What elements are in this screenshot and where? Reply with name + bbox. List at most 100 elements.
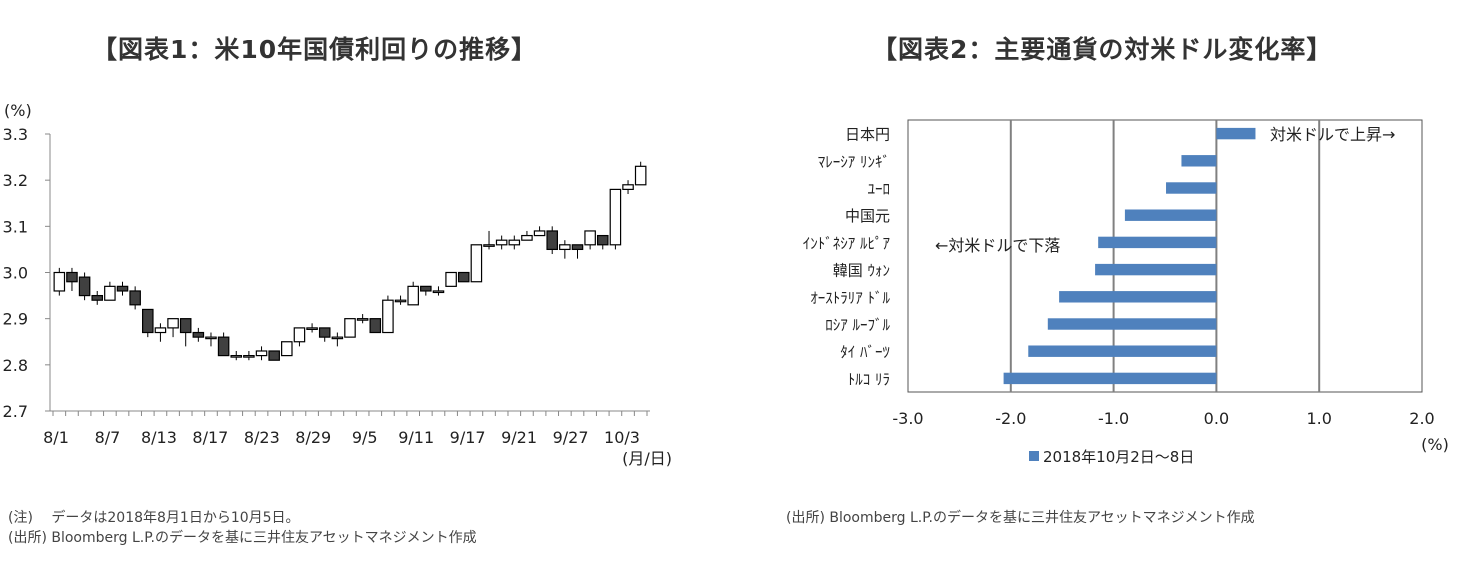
candle-body <box>293 327 306 343</box>
candle-body <box>281 341 293 357</box>
candle-body <box>116 285 129 292</box>
candle-body <box>318 327 331 338</box>
candle-body <box>369 318 382 334</box>
candle-body <box>457 271 470 283</box>
candle-body <box>445 271 457 287</box>
bar <box>1047 318 1217 330</box>
candle-body <box>142 308 154 334</box>
y-tick-label: 2.7 <box>3 402 28 421</box>
legend-label: 2018年10月2日～8日 <box>1043 448 1194 466</box>
y-axis-unit: (%) <box>4 101 32 120</box>
x-tick-label: 8/23 <box>244 428 280 447</box>
left-source: (出所) Bloomberg L.P.のデータを基に三井住友アセットマネジメント… <box>8 530 477 546</box>
bar <box>1095 263 1217 276</box>
x-tick-label: -3.0 <box>892 409 923 428</box>
x-tick-label: 8/1 <box>43 428 69 447</box>
bar <box>1181 155 1217 167</box>
candle-body <box>91 294 104 301</box>
candle-body <box>243 355 255 358</box>
category-label: ﾕｰﾛ <box>867 180 890 198</box>
x-tick-label: 8/29 <box>295 428 331 447</box>
category-label: ｲﾝﾄﾞﾈｼｱ ﾙﾋﾟｱ <box>803 234 891 252</box>
bar <box>1003 372 1217 385</box>
y-tick-label: 3.3 <box>3 125 28 144</box>
bar <box>1124 209 1217 221</box>
category-label: ﾏﾚｰｼｱ ﾘﾝｷﾞ <box>818 153 890 171</box>
candle-body <box>508 239 521 246</box>
candle-body <box>533 230 546 237</box>
category-label: 日本円 <box>845 126 890 144</box>
candle-body <box>634 165 647 186</box>
x-tick-label: 9/11 <box>398 428 434 447</box>
x-tick-label: 10/3 <box>604 428 640 447</box>
y-tick-label: 3.2 <box>3 171 28 190</box>
candle-body <box>331 336 344 340</box>
bar <box>1098 236 1217 249</box>
candle-body <box>622 184 634 191</box>
x-tick-label: -1.0 <box>1098 409 1129 428</box>
x-tick-label: 9/5 <box>352 428 378 447</box>
candle-body <box>344 318 356 338</box>
category-label: ﾛｼｱ ﾙｰﾌﾞﾙ <box>825 316 890 334</box>
y-tick-label: 3.1 <box>3 217 28 236</box>
candle-body <box>559 244 571 251</box>
right-source: (出所) Bloomberg L.P.のデータを基に三井住友アセットマネジメント… <box>786 510 1255 526</box>
category-label: 中国元 <box>845 207 890 225</box>
candle-body <box>356 318 369 321</box>
category-label: ﾀｲ ﾊﾞｰﾂ <box>840 343 890 361</box>
candle-body <box>268 350 280 361</box>
candle-body <box>495 239 508 246</box>
candle-body <box>192 331 205 338</box>
x-tick-label: 8/17 <box>192 428 228 447</box>
left-note: (注) データは2018年8月1日から10月5日。 <box>8 510 300 526</box>
candle-body <box>584 230 596 246</box>
candle-body <box>179 318 192 334</box>
x-tick-label: 0.0 <box>1204 409 1229 428</box>
x-axis-unit: (月/日) <box>622 449 672 468</box>
candle-body <box>596 234 609 246</box>
candle-body <box>129 290 141 306</box>
candle-body <box>66 271 78 283</box>
candle-body <box>483 244 495 247</box>
candle-body <box>546 230 558 251</box>
x-tick-label: 9/27 <box>553 428 589 447</box>
candle-body <box>420 285 432 292</box>
x-tick-label: 2.0 <box>1409 409 1434 428</box>
x-tick-label: 1.0 <box>1306 409 1331 428</box>
x-axis-unit: (%) <box>1421 435 1449 454</box>
candle-body <box>78 276 91 297</box>
annotation-down: ←対米ドルで下落 <box>935 236 1060 255</box>
bar <box>1166 182 1217 194</box>
x-tick-label: -2.0 <box>995 409 1026 428</box>
candle-body <box>154 327 167 334</box>
plot-frame <box>907 119 1423 393</box>
chart1-title: 【図表1：米10年国債利回りの推移】 <box>92 35 538 64</box>
x-tick-label: 9/17 <box>450 428 486 447</box>
candle-body <box>407 285 419 306</box>
y-tick-label: 2.8 <box>3 356 28 375</box>
candle-body <box>255 350 268 357</box>
candle-body <box>470 244 483 283</box>
legend-swatch <box>1029 451 1039 461</box>
y-tick-label: 2.9 <box>3 310 28 329</box>
annotation-up: 対米ドルで上昇→ <box>1270 125 1395 144</box>
bar <box>1028 345 1217 357</box>
candle-body <box>167 318 179 329</box>
candle-body <box>394 299 407 303</box>
candle-body <box>521 234 533 241</box>
candle-body <box>306 327 318 330</box>
candle-body <box>382 299 394 334</box>
candle-body <box>432 290 445 294</box>
category-label: ｵｰｽﾄﾗﾘｱ ﾄﾞﾙ <box>810 289 890 307</box>
x-tick-label: 8/13 <box>141 428 177 447</box>
treasury-yield-chart: 3.3 3.2 3.1 3.0 2.9 2.8 2.7 (%) 8/1 8/7 8/13 8/17 8/… <box>3 101 672 468</box>
candle-body <box>53 271 66 292</box>
category-label: ﾄﾙｺ ﾘﾗ <box>848 370 890 388</box>
candle-body <box>217 336 230 357</box>
bar <box>1216 127 1256 140</box>
candle-body <box>205 336 217 340</box>
chart2-title: 【図表2：主要通貨の対米ドル変化率】 <box>872 35 1333 64</box>
currency-change-chart: -3.0 -2.0 -1.0 0.0 1.0 2.0 (%) 日本円 ﾏﾚｰｼｱ ﾘﾝｷﾞ ﾕｰﾛ… <box>803 119 1449 466</box>
candle-body <box>230 355 243 358</box>
candle-body <box>609 188 622 246</box>
